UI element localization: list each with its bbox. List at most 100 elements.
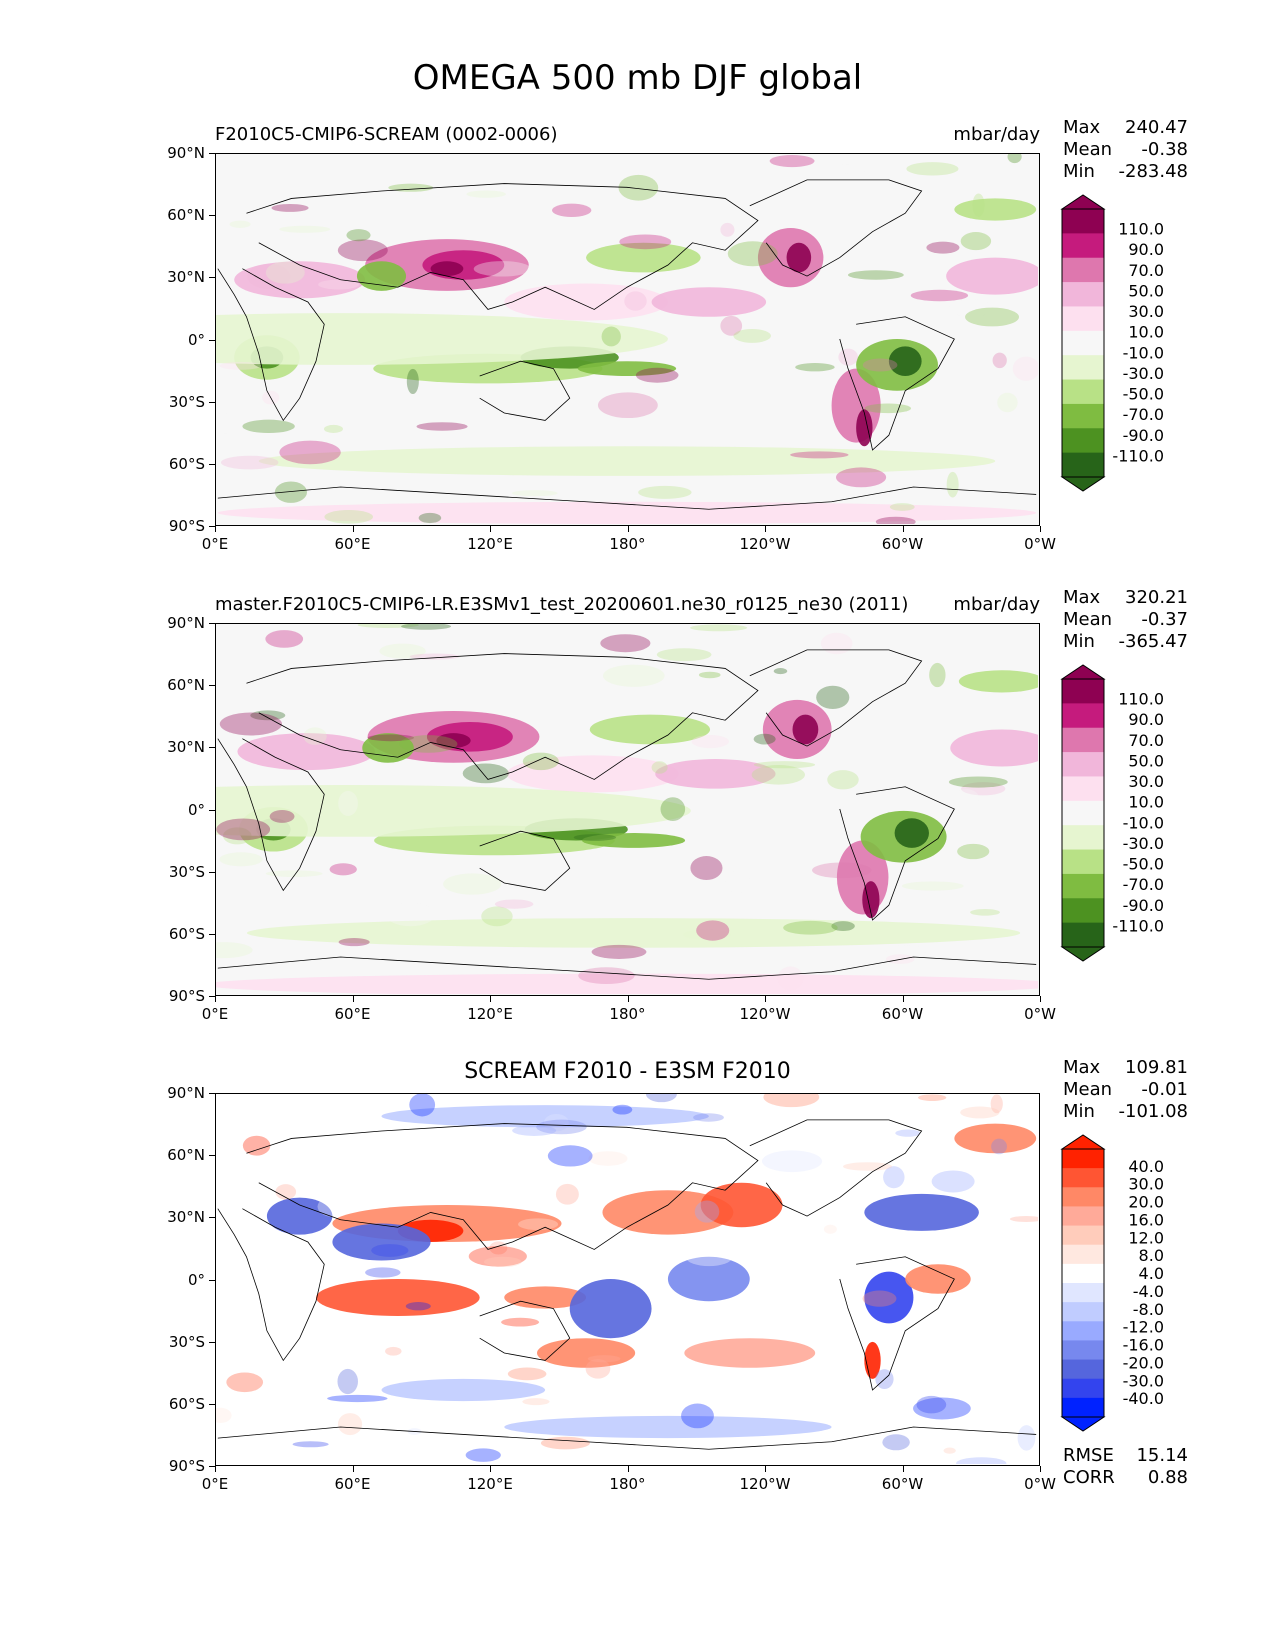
map-field [216, 154, 1038, 524]
x-tick-label: 0°W [1024, 1005, 1056, 1023]
colorbar-label: 20.0 [1128, 1193, 1164, 1212]
colorbar-label: 4.0 [1139, 1264, 1164, 1283]
y-tick-mark [209, 1155, 215, 1157]
colorbar-swatch [1062, 703, 1104, 729]
y-tick-label: 90°N [167, 144, 205, 162]
y-tick-mark [209, 1217, 215, 1219]
x-tick-label: 60°W [881, 1005, 924, 1023]
y-tick-mark [209, 1466, 215, 1467]
colorbar-frame [1061, 208, 1105, 478]
x-tick-label: 60°W [881, 535, 924, 553]
panel-2-left-title: master.F2010C5-CMIP6-LR.E3SMv1_test_2020… [215, 594, 909, 615]
x-tick-mark [902, 526, 904, 532]
x-tick-label: 120°W [739, 1475, 791, 1493]
colorbar-label: -4.0 [1133, 1282, 1164, 1301]
x-tick-mark [352, 996, 354, 1002]
y-tick-mark [209, 747, 215, 749]
panel-1-colorbar: 110.0 90.0 70.0 50.0 30.0 10.0 -10.0 -30.0 -50.0… [1060, 194, 1172, 492]
colorbar-swatch [1062, 776, 1104, 802]
x-tick-label: 120°W [739, 535, 791, 553]
y-tick-mark [209, 463, 215, 465]
colorbar-swatch [1062, 1359, 1104, 1380]
colorbar-swatch [1062, 825, 1104, 851]
colorbar-swatch [1062, 800, 1104, 826]
colorbar-swatch [1062, 403, 1104, 429]
x-tick-mark [490, 526, 491, 532]
colorbar-swatch [1062, 727, 1104, 753]
colorbar-swatch [1062, 306, 1104, 332]
colorbar-swatch [1062, 452, 1104, 478]
colorbar-extend-bottom [1060, 1416, 1106, 1432]
panel-3-rmse: RMSE 15.14 [1063, 1445, 1188, 1466]
x-tick-mark [352, 1466, 354, 1472]
colorbar-label: 30.0 [1128, 772, 1164, 791]
x-tick-mark [765, 1466, 766, 1472]
panel-3-title: SCREAM F2010 - E3SM F2010 [464, 1059, 791, 1084]
x-tick-label: 60°E [334, 535, 371, 553]
x-tick-label: 60°E [334, 1475, 371, 1493]
x-tick-label: 120°E [467, 1005, 513, 1023]
x-tick-mark [902, 996, 904, 1002]
x-tick-label: 0°E [201, 1005, 229, 1023]
colorbar-svg: 110.090.0 70.050.0 30.0 10.0-10.0 -30.0 -50.0… [1060, 664, 1164, 962]
y-tick-mark [209, 996, 215, 997]
y-tick-mark [209, 1341, 215, 1343]
colorbar-label: -16.0 [1123, 1336, 1164, 1355]
colorbar-swatch [1062, 379, 1104, 405]
colorbar-label: -40.0 [1123, 1389, 1164, 1408]
panel-1-stat-min: Min -283.48 [1063, 161, 1188, 182]
y-tick-mark [209, 277, 215, 279]
colorbar-label: 30.0 [1128, 302, 1164, 321]
colorbar-swatch [1062, 1283, 1104, 1303]
panel-3-map [215, 1093, 1040, 1466]
y-tick-label: 90°S [168, 1457, 205, 1475]
colorbar-swatch [1062, 679, 1104, 704]
y-tick-mark [209, 1403, 215, 1405]
x-tick-mark [1040, 526, 1041, 532]
coastline-layer [217, 1119, 1037, 1450]
colorbar-label: 110.0 [1118, 220, 1164, 239]
x-tick-mark [627, 526, 629, 532]
colorbar-swatch [1062, 1149, 1104, 1169]
y-tick-mark [209, 871, 215, 873]
contour-fill-layer [216, 624, 1038, 994]
figure-title: OMEGA 500 mb DJF global [412, 58, 863, 98]
colorbar-label: -30.0 [1123, 364, 1164, 383]
x-tick-mark [902, 1466, 904, 1472]
colorbar-label: -8.0 [1133, 1300, 1164, 1319]
colorbar-swatch [1062, 233, 1104, 259]
colorbar-swatch [1062, 1302, 1104, 1322]
y-tick-label: 30°S [168, 1332, 205, 1351]
colorbar-swatch [1062, 898, 1104, 924]
colorbar-swatch [1062, 282, 1104, 308]
colorbar-swatch [1062, 1206, 1104, 1227]
y-tick-label: 30°N [167, 1208, 205, 1227]
y-tick-label: 60°N [167, 676, 205, 695]
colorbar-swatch [1062, 1397, 1104, 1418]
x-tick-label: 180° [609, 1475, 646, 1493]
panel-3-corr: CORR 0.88 [1063, 1467, 1188, 1488]
colorbar-label: -20.0 [1123, 1353, 1164, 1372]
colorbar-label: -90.0 [1123, 896, 1164, 915]
colorbar-frame [1061, 1148, 1105, 1418]
colorbar-swatch [1062, 1321, 1104, 1342]
panel-1-units: mbar/day [953, 124, 1040, 145]
colorbar-swatch [1062, 1263, 1104, 1284]
y-tick-label: 60°S [168, 454, 205, 473]
colorbar-label: 30.0 [1128, 1175, 1164, 1194]
y-tick-mark [209, 401, 215, 403]
map-field [216, 624, 1038, 994]
y-tick-label: 0° [187, 330, 205, 349]
x-tick-label: 120°E [467, 535, 513, 553]
y-tick-mark [209, 933, 215, 935]
x-tick-mark [627, 996, 629, 1002]
y-tick-label: 0° [187, 800, 205, 819]
colorbar-label: -30.0 [1123, 1371, 1164, 1390]
x-tick-mark [215, 996, 216, 1002]
colorbar-label: 10.0 [1128, 323, 1164, 342]
colorbar-swatch [1062, 257, 1104, 283]
colorbar-swatch [1062, 873, 1104, 899]
x-tick-mark [765, 996, 766, 1002]
panel-1-map [215, 153, 1040, 526]
colorbar-label: -110.0 [1112, 916, 1164, 935]
